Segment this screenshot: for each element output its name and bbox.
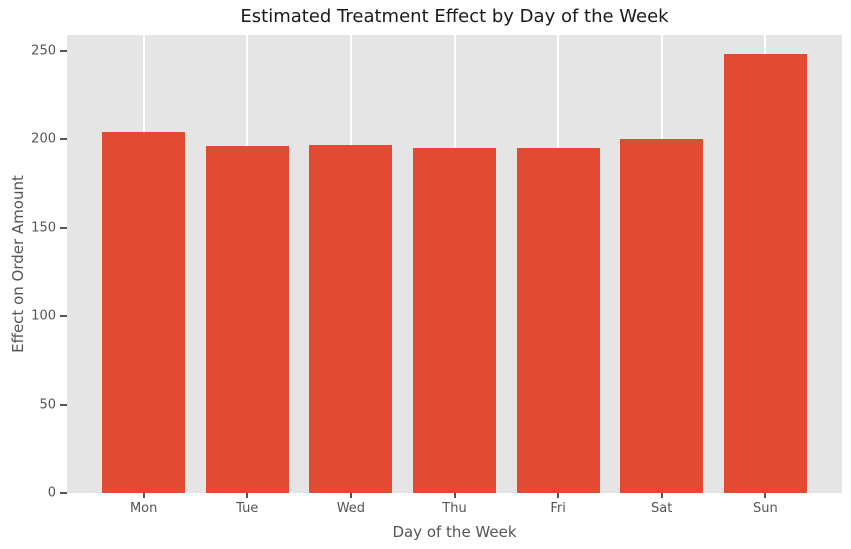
x-tick-label-sun: Sun [752,501,778,516]
x-tick-label-mon: Mon [129,501,158,516]
y-tick-label-200: 200 [31,131,56,147]
x-tick-label-tue: Tue [236,501,259,516]
bar-tue [205,146,289,493]
bar-thu [413,148,496,493]
x-tick-label-fri: Fri [550,501,566,516]
y-tick-label-0: 0 [47,485,56,501]
y-tick-label-50: 50 [39,397,56,413]
x-tick-label-sat: Sat [651,501,673,516]
x-tick-mark-wed [349,493,352,498]
x-tick-mark-sun [764,493,767,498]
bar-fri [516,148,600,493]
x-tick-label-wed: Wed [336,501,366,516]
bar-sat [620,139,704,493]
x-tick-mark-mon [142,493,145,498]
bar-sun [723,54,807,493]
y-tick-mark-100 [60,315,67,318]
bar-wed [309,144,393,493]
plot-area [67,35,842,493]
y-tick-label-250: 250 [31,43,56,59]
x-tick-mark-fri [557,493,560,498]
y-tick-label-100: 100 [31,308,56,324]
y-tick-mark-0 [60,492,67,494]
y-tick-label-150: 150 [31,220,56,236]
y-tick-mark-150 [60,226,67,229]
y-tick-mark-50 [60,403,67,406]
y-tick-mark-250 [60,49,67,52]
x-tick-mark-tue [246,493,249,498]
y-axis-label: Effect on Order Amount [9,175,27,353]
x-tick-mark-thu [453,493,456,498]
x-tick-mark-sat [660,493,663,498]
y-tick-mark-200 [60,138,67,141]
x-tick-label-thu: Thu [442,501,467,516]
x-axis-label: Day of the Week [392,523,517,541]
chart-title: Estimated Treatment Effect by Day of the… [240,6,669,27]
bar-mon [102,132,186,493]
